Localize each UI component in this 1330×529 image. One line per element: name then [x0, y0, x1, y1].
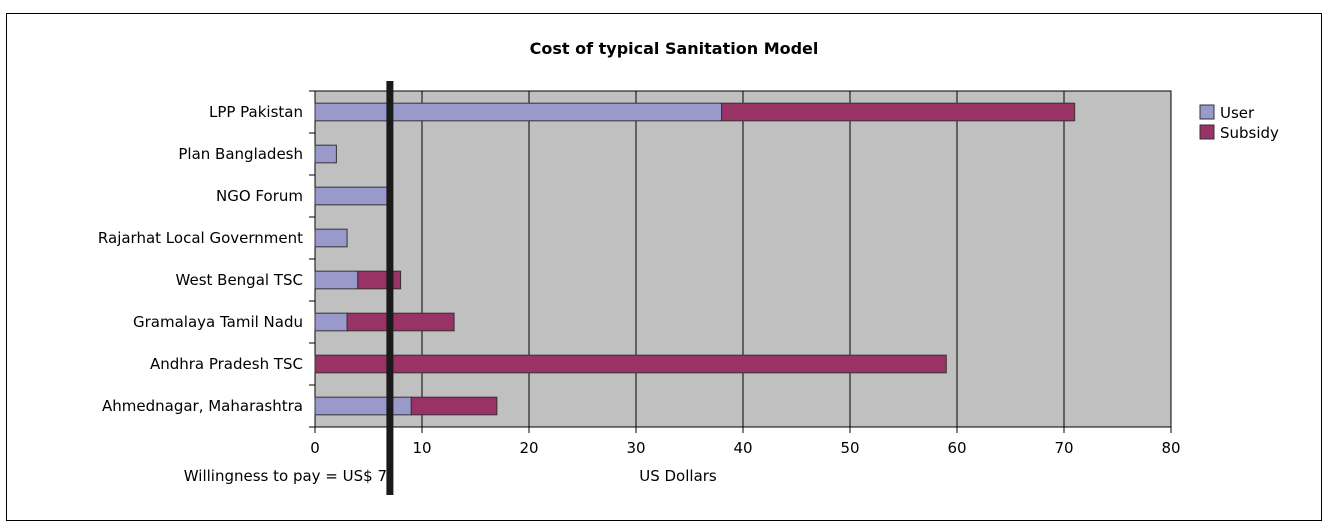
legend-swatch-subsidy	[1199, 124, 1215, 140]
legend: User Subsidy	[1199, 104, 1279, 142]
x-tick-label: 0	[310, 439, 320, 457]
bar-subsidy	[721, 102, 1076, 122]
chart-frame: Cost of typical Sanitation Model 0 10 20 30…	[6, 13, 1322, 521]
bar-user	[314, 312, 348, 332]
category-label: LPP Pakistan	[209, 103, 303, 121]
legend-swatch-user	[1199, 104, 1215, 120]
x-tick-label: 30	[626, 439, 645, 457]
category-label: Andhra Pradesh TSC	[150, 355, 303, 373]
bar-user	[314, 228, 348, 248]
bar-subsidy	[410, 396, 498, 416]
chart-title: Cost of typical Sanitation Model	[530, 39, 819, 58]
x-axis-label: US Dollars	[639, 467, 717, 485]
x-tick-label: 20	[519, 439, 538, 457]
bar-subsidy	[357, 270, 402, 290]
category-label: Plan Bangladesh	[178, 145, 303, 163]
category-label: Ahmednagar, Maharashtra	[102, 397, 303, 415]
bar-user	[314, 102, 723, 122]
x-tick-label: 80	[1161, 439, 1180, 457]
bar-user	[314, 270, 359, 290]
stacked-bar-chart: Cost of typical Sanitation Model 0 10 20 30…	[98, 39, 1279, 495]
category-label: West Bengal TSC	[176, 271, 303, 289]
bar-subsidy	[314, 354, 947, 374]
plot-area: 0 10 20 30 40 50 60 70 80 LPP Pakistan Plan Bangla…	[98, 81, 1181, 495]
category-label: NGO Forum	[216, 187, 303, 205]
bar-subsidy	[346, 312, 455, 332]
x-tick-label: 70	[1054, 439, 1073, 457]
x-tick-label: 50	[840, 439, 859, 457]
x-tick-label: 60	[947, 439, 966, 457]
legend-label-user: User	[1220, 104, 1255, 122]
bar-user	[314, 144, 337, 164]
reference-line-label: Willingness to pay = US$ 7	[184, 467, 387, 485]
bar-user	[314, 396, 412, 416]
x-tick-label: 40	[733, 439, 752, 457]
bar-user	[314, 186, 391, 206]
x-tick-label: 10	[412, 439, 431, 457]
legend-label-subsidy: Subsidy	[1220, 124, 1279, 142]
category-label: Gramalaya Tamil Nadu	[133, 313, 303, 331]
category-label: Rajarhat Local Government	[98, 229, 303, 247]
